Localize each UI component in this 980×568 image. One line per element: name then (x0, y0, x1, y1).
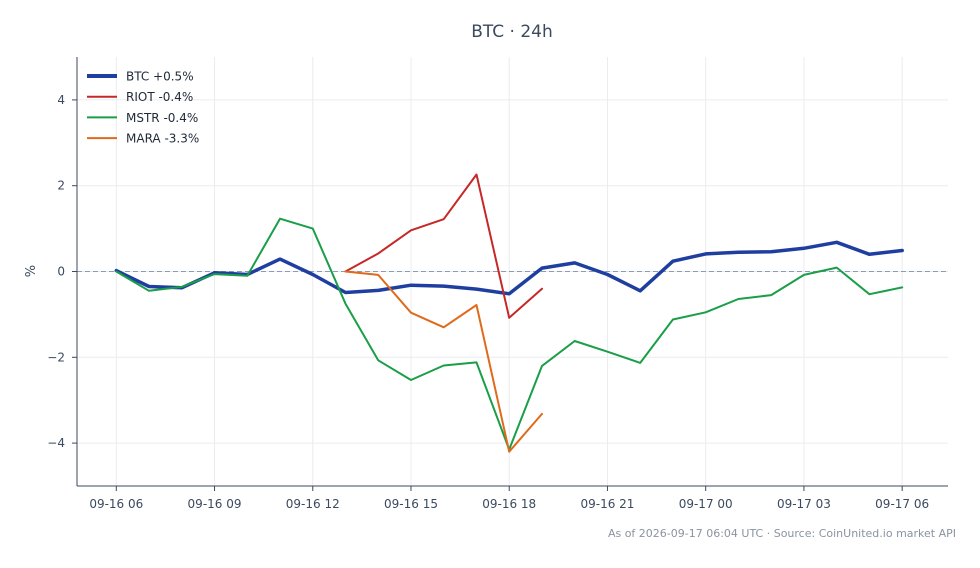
y-tick-label: 0 (57, 265, 65, 279)
y-axis-label: % (24, 265, 39, 277)
x-tick-label: 09-16 21 (580, 497, 634, 511)
legend: BTC +0.5% RIOT -0.4% MSTR -0.4% MARA -3.3% (87, 70, 199, 146)
legend-label-mstr: MSTR -0.4% (126, 111, 198, 125)
y-tick-label: −2 (47, 350, 65, 364)
series-lines (114, 173, 904, 453)
legend-label-btc: BTC +0.5% (126, 70, 194, 84)
chart-title: BTC · 24h (471, 22, 553, 42)
x-tick-label: 09-16 18 (482, 497, 536, 511)
y-tick-label: 2 (57, 179, 65, 193)
x-tick-label: 09-16 15 (384, 497, 438, 511)
footnote: As of 2026-09-17 06:04 UTC · Source: Coi… (608, 527, 956, 540)
x-tick-label: 09-16 06 (89, 497, 143, 511)
legend-label-mara: MARA -3.3% (126, 132, 199, 146)
x-tick-label: 09-16 12 (286, 497, 340, 511)
x-tick-label: 09-17 00 (679, 497, 733, 511)
series-line-mara (344, 270, 543, 453)
x-tick-label: 09-17 06 (875, 497, 929, 511)
axes: 09-16 06 09-16 09 09-16 12 09-16 15 09-16 18… (47, 57, 948, 511)
x-tick-label: 09-16 09 (188, 497, 242, 511)
legend-label-riot: RIOT -0.4% (126, 90, 193, 104)
x-tick-label: 09-17 03 (777, 497, 831, 511)
y-tick-label: 4 (57, 93, 65, 107)
series-line-riot (344, 173, 543, 319)
y-tick-label: −4 (47, 436, 65, 450)
